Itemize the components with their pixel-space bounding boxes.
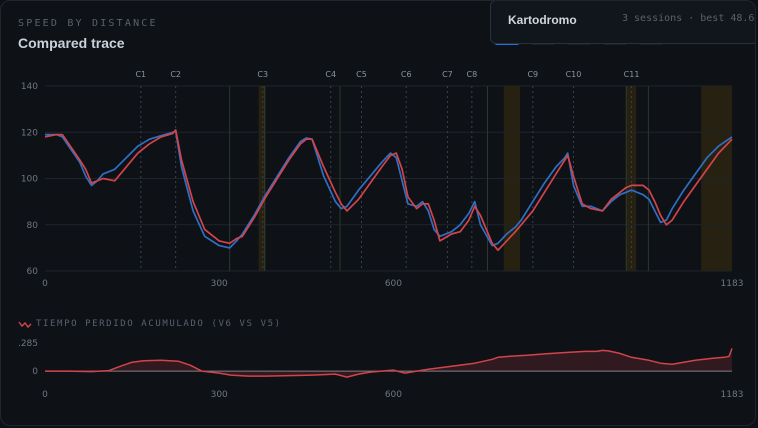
x-tick-label: 600 [385, 279, 402, 289]
delta-chart-title: TIEMPO PERDIDO ACUMULADO (V6 VS V5) [36, 319, 282, 329]
corner-label: C2 [170, 70, 181, 79]
panel-title: Compared trace [18, 35, 125, 51]
x-tick-label: 1183 [721, 279, 744, 289]
corner-label: C5 [356, 70, 367, 79]
corner-label: C9 [527, 70, 538, 79]
corner-label: C8 [466, 70, 477, 79]
series-line-v6 [44, 129, 733, 252]
delta-x-tick-label: 0 [42, 390, 48, 400]
delta-y-tick-label: .285 [18, 339, 38, 349]
corner-label: C3 [257, 70, 268, 79]
y-tick-label: 140 [21, 82, 38, 92]
y-tick-label: 80 [27, 221, 39, 231]
delta-x-tick-label: 1183 [721, 390, 744, 400]
corner-label: C11 [624, 70, 640, 79]
delta-line [45, 348, 733, 378]
delta-y-tick-label: 0 [32, 367, 38, 377]
delta-x-tick-label: 300 [211, 390, 228, 400]
x-tick-label: 300 [211, 279, 228, 289]
y-tick-label: 120 [21, 128, 38, 138]
corner-label: C7 [442, 70, 453, 79]
delta-area-fill [45, 348, 732, 378]
delta-chart-legend: TIEMPO PERDIDO ACUMULADO (V6 VS V5) [18, 319, 282, 329]
y-tick-label: 60 [27, 267, 39, 277]
track-popover[interactable]: Kartodromo 3 sessions · best 48.6 [490, 1, 755, 44]
corner-label: C1 [135, 70, 146, 79]
delta-trend-icon [18, 321, 32, 329]
x-tick-label: 0 [42, 279, 48, 289]
track-meta: 3 sessions · best 48.6 [622, 13, 755, 24]
corner-label: C6 [401, 70, 412, 79]
corner-label: C4 [325, 70, 336, 79]
delta-x-tick-label: 600 [385, 390, 402, 400]
y-tick-label: 100 [21, 175, 38, 185]
panel-eyebrow: SPEED BY DISTANCE [18, 18, 158, 29]
track-name: Kartodromo [508, 13, 577, 27]
corner-label: C10 [566, 70, 582, 79]
